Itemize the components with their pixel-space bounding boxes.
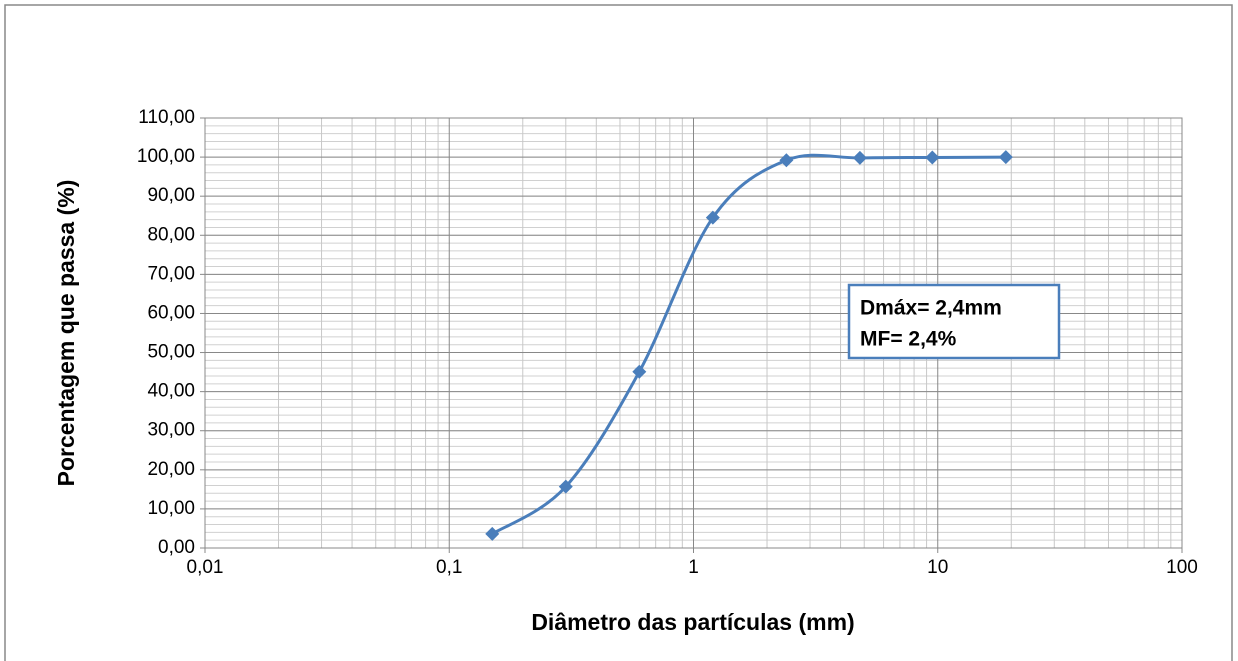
y-tick-label: 70,00 — [147, 263, 195, 284]
annotation-box — [847, 283, 1061, 360]
y-tick-label: 0,00 — [158, 537, 195, 558]
x-tick-label: 1 — [688, 557, 699, 578]
y-tick-label: 100,00 — [137, 146, 195, 167]
x-axis-label: Diâmetro das partículas (mm) — [531, 609, 854, 635]
point — [485, 526, 500, 541]
plot — [485, 150, 1013, 541]
y-tick-label: 10,00 — [147, 498, 195, 519]
y-tick-label: 110,00 — [138, 107, 195, 128]
y-tick-label: 90,00 — [147, 185, 195, 206]
series-line — [491, 153, 1006, 536]
point — [558, 479, 573, 494]
x-tick-label: 0,01 — [187, 557, 224, 578]
point — [632, 364, 647, 379]
y-tick-label: 50,00 — [147, 342, 195, 363]
point — [998, 150, 1013, 165]
y-tick-label: 30,00 — [147, 420, 195, 441]
y-axis-label: Porcentagem que passa (%) — [53, 180, 79, 487]
y-tick-label: 40,00 — [147, 381, 195, 402]
grid: 0,00 10,00 20,00 30,00 40,00 50,00 60,00 70,00 8… — [137, 107, 1198, 578]
x-tick-label: 10 — [927, 557, 948, 578]
point — [705, 210, 720, 225]
point — [779, 153, 794, 168]
y-tick-label: 60,00 — [147, 302, 195, 323]
x-tick-label: 100 — [1166, 557, 1198, 578]
plot-border — [204, 117, 1183, 549]
point — [925, 150, 940, 165]
y-tick-label: 80,00 — [147, 224, 195, 245]
annotation: MF= 2,4% — [860, 328, 957, 351]
x-tick-label: 0,1 — [436, 557, 462, 578]
annotation: Dmáx= 2,4mm — [860, 297, 1002, 320]
point — [852, 150, 867, 165]
y-tick-label: 20,00 — [147, 459, 195, 480]
